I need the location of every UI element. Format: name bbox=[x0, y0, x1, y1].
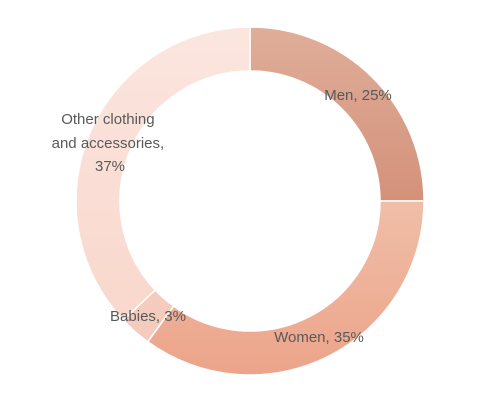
donut-slice-women bbox=[146, 200, 425, 376]
data-label-men: Men, 25% bbox=[324, 87, 392, 104]
data-label-other-line-2: and accessories, bbox=[52, 135, 165, 152]
data-label-women: Women, 35% bbox=[274, 329, 364, 346]
data-label-other-line-1: Other clothing bbox=[61, 111, 154, 128]
slices-layer bbox=[75, 26, 425, 376]
data-label-other: Other clothing and accessories, 37% bbox=[52, 111, 169, 175]
data-label-other-line-3: 37% bbox=[95, 158, 125, 175]
data-label-babies: Babies, 3% bbox=[110, 308, 186, 325]
donut-slice-men bbox=[249, 26, 425, 202]
donut-slice-other-clothing-and-accessories bbox=[75, 26, 251, 322]
